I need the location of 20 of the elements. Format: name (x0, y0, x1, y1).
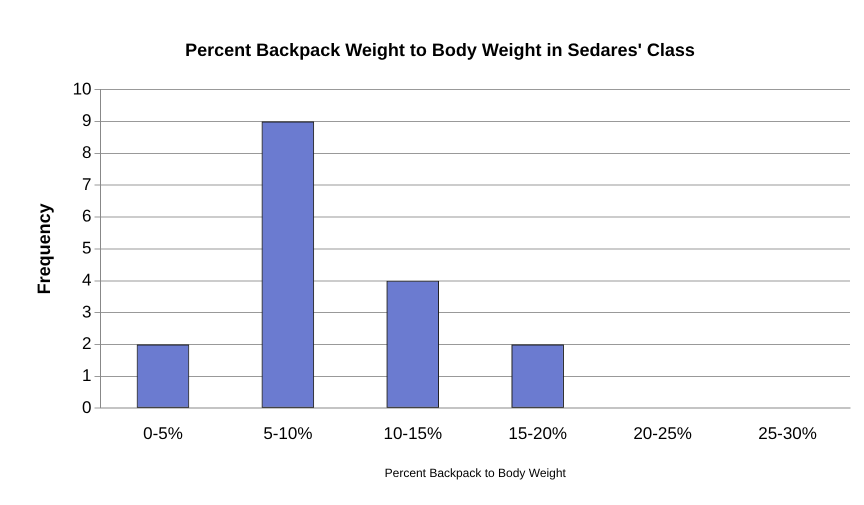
y-tick-label: 9 (82, 111, 92, 130)
y-tick-label: 5 (82, 238, 92, 258)
y-tick-label: 6 (82, 206, 92, 226)
y-tick-label: 10 (72, 79, 92, 98)
x-tick-label: 20-25% (633, 424, 692, 444)
y-axis-title: Frequency (34, 203, 54, 294)
x-tick-label: 10-15% (383, 424, 442, 444)
y-tick-label: 1 (82, 366, 92, 386)
y-tick-label: 0 (82, 398, 92, 417)
y-tick-label: 3 (82, 302, 92, 322)
y-tick-label: 2 (82, 334, 92, 354)
y-tick-label: 4 (82, 270, 92, 290)
x-tick-label: 5-10% (263, 424, 312, 444)
x-tick-label: 25-30% (758, 424, 817, 444)
x-axis-title: Percent Backpack to Body Weight (384, 466, 567, 480)
chart-title: Percent Backpack Weight to Body Weight in Sedares' Class (185, 40, 695, 60)
x-tick-label: 0-5% (143, 424, 183, 444)
y-tick-label: 7 (82, 174, 92, 194)
y-tick-label: 8 (82, 143, 92, 162)
x-tick-label: 15-20% (508, 424, 568, 444)
